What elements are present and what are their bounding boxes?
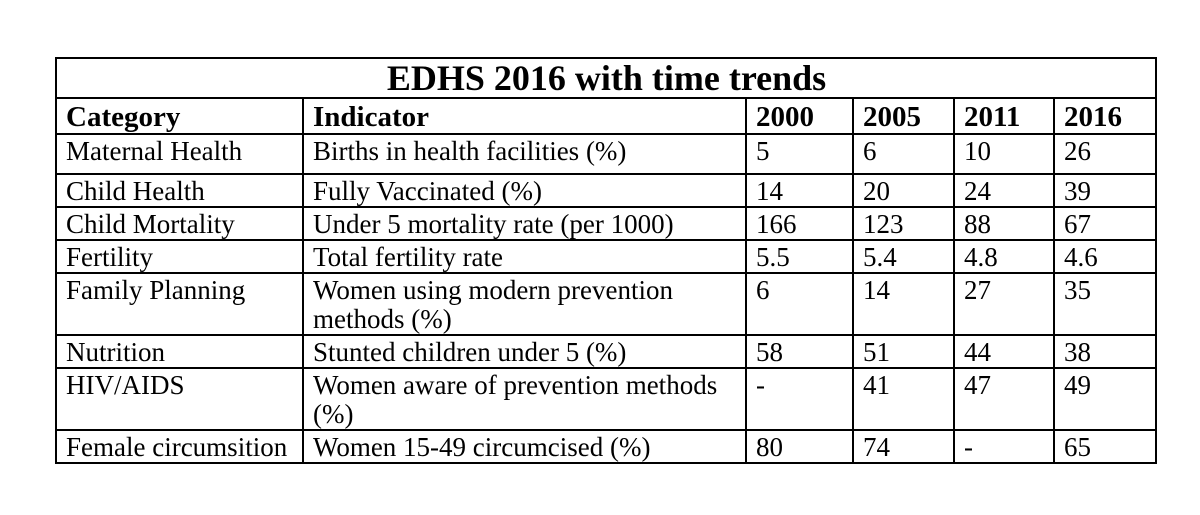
column-header-2000: 2000 [745, 97, 854, 135]
table-row-child-health: Child Health Fully Vaccinated (%) 14 20 … [55, 173, 1158, 208]
cell-2016: 35 [1052, 272, 1158, 336]
cell-category: Fertility [55, 239, 304, 274]
cell-2000: 166 [745, 206, 854, 241]
cell-2000: 5.5 [745, 239, 854, 274]
cell-2000: 5 [745, 133, 854, 175]
cell-2000: 6 [745, 272, 854, 336]
table-row-maternal-health: Maternal Health Births in health facilit… [55, 133, 1158, 175]
cell-2016: 65 [1052, 429, 1158, 464]
column-header-2016: 2016 [1052, 97, 1158, 135]
table-row-child-mortality: Child Mortality Under 5 mortality rate (… [55, 206, 1158, 241]
column-header-indicator: Indicator [302, 97, 747, 135]
cell-category: Female circumsition [55, 429, 304, 464]
cell-indicator: Under 5 mortality rate (per 1000) [302, 206, 747, 241]
cell-2000: 80 [745, 429, 854, 464]
cell-2000: 14 [745, 173, 854, 208]
table-row-family-planning: Family Planning Women using modern preve… [55, 272, 1158, 336]
cell-2000: - [745, 367, 854, 431]
cell-2005: 20 [852, 173, 955, 208]
cell-2011: 27 [953, 272, 1055, 336]
cell-2016: 4.6 [1052, 239, 1158, 274]
cell-2011: 4.8 [953, 239, 1055, 274]
cell-category: Nutrition [55, 334, 304, 369]
cell-2016: 39 [1052, 173, 1158, 208]
cell-indicator: Total fertility rate [302, 239, 747, 274]
cell-2011: 47 [953, 367, 1055, 431]
cell-2011: 24 [953, 173, 1055, 208]
cell-2016: 49 [1052, 367, 1158, 431]
cell-indicator: Women aware of prevention methods (%) [302, 367, 747, 431]
cell-2011: 10 [953, 133, 1055, 175]
table-title: EDHS 2016 with time trends [54, 57, 1158, 99]
table-header-row: Category Indicator 2000 2005 2011 2016 [55, 97, 1158, 135]
column-header-category: Category [55, 97, 304, 135]
cell-category: Child Mortality [55, 206, 304, 241]
cell-indicator: Women using modern prevention methods (%… [302, 272, 747, 336]
column-header-2005: 2005 [852, 97, 955, 135]
table-row-female-circumsition: Female circumsition Women 15-49 circumci… [55, 429, 1158, 464]
table-title-row: EDHS 2016 with time trends [54, 57, 1158, 99]
table-row-nutrition: Nutrition Stunted children under 5 (%) 5… [55, 334, 1158, 369]
cell-category: HIV/AIDS [55, 367, 304, 431]
cell-2016: 26 [1052, 133, 1158, 175]
cell-indicator: Stunted children under 5 (%) [302, 334, 747, 369]
cell-2005: 14 [852, 272, 955, 336]
cell-indicator: Women 15-49 circumcised (%) [302, 429, 747, 464]
cell-2005: 51 [852, 334, 955, 369]
column-header-2011: 2011 [953, 97, 1055, 135]
cell-2005: 123 [852, 206, 955, 241]
cell-category: Child Health [55, 173, 304, 208]
cell-2005: 6 [852, 133, 955, 175]
table-row-fertility: Fertility Total fertility rate 5.5 5.4 4… [55, 239, 1158, 274]
cell-2005: 74 [852, 429, 955, 464]
cell-indicator: Fully Vaccinated (%) [302, 173, 747, 208]
cell-2005: 5.4 [852, 239, 955, 274]
table-row-hiv-aids: HIV/AIDS Women aware of prevention metho… [55, 367, 1158, 431]
cell-2011: 44 [953, 334, 1055, 369]
cell-2000: 58 [745, 334, 854, 369]
cell-2016: 38 [1052, 334, 1158, 369]
cell-category: Family Planning [55, 272, 304, 336]
cell-2016: 67 [1052, 206, 1158, 241]
cell-category: Maternal Health [55, 133, 304, 175]
cell-indicator: Births in health facilities (%) [302, 133, 747, 175]
cell-2011: - [953, 429, 1055, 464]
edhs-trends-table: EDHS 2016 with time trends Category Indi… [54, 57, 1158, 464]
cell-2011: 88 [953, 206, 1055, 241]
cell-2005: 41 [852, 367, 955, 431]
